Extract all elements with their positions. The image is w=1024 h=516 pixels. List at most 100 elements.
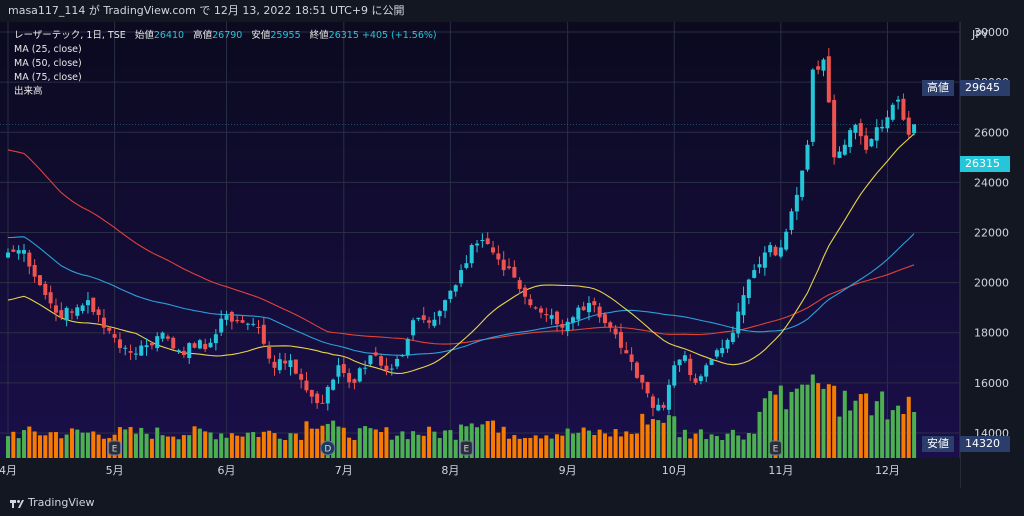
candle-body xyxy=(640,374,645,383)
candle-body xyxy=(570,317,575,323)
candle-body xyxy=(624,350,629,354)
candle-body xyxy=(181,350,186,356)
candle-body xyxy=(896,99,901,102)
volume-bar xyxy=(395,435,400,458)
symbol-line: レーザーテック, 1日, TSE 始値26410 高値26790 安値25955… xyxy=(14,29,437,43)
volume-bar xyxy=(794,388,799,458)
candle-body xyxy=(203,343,208,350)
volume-bar xyxy=(848,410,853,458)
candle-body xyxy=(912,124,917,134)
candle-body xyxy=(821,59,826,71)
candle-body xyxy=(491,247,496,253)
candle-body xyxy=(149,343,154,346)
volume-bar xyxy=(21,430,26,458)
volume-bar xyxy=(363,426,368,458)
y-tick-label: 30000 xyxy=(974,26,1009,39)
volume-bar xyxy=(101,438,106,458)
volume-bar xyxy=(341,427,346,458)
x-tick-label: 10月 xyxy=(662,464,687,477)
indicator-ma25[interactable]: MA (25, close) xyxy=(14,44,82,55)
candle-body xyxy=(608,322,613,328)
volume-bar xyxy=(533,435,538,458)
volume-bar xyxy=(416,434,421,458)
volume-bar xyxy=(581,427,586,458)
open-label: 始値 xyxy=(134,30,154,41)
x-tick-label: 5月 xyxy=(106,464,124,477)
candle-body xyxy=(661,404,666,408)
chart-canvas[interactable]: 1400016000180002000022000240002600028000… xyxy=(0,22,1024,488)
candle-body xyxy=(720,347,725,354)
volume-bar xyxy=(240,436,245,458)
candle-body xyxy=(21,250,26,254)
volume-bar xyxy=(725,433,730,458)
volume-bar xyxy=(379,432,384,458)
volume-bar xyxy=(837,416,842,458)
volume-bar xyxy=(11,431,16,458)
volume-bar xyxy=(512,435,517,458)
candle-body xyxy=(816,66,821,70)
candle-body xyxy=(352,379,357,383)
candle-body xyxy=(496,253,501,260)
candle-body xyxy=(309,390,314,397)
candle-body xyxy=(347,373,352,383)
volume-bar xyxy=(32,431,37,458)
volume-bar xyxy=(528,437,533,458)
volume-bar xyxy=(128,427,133,458)
volume-bar xyxy=(507,438,512,458)
candle-body xyxy=(197,340,202,349)
marker-letter: E xyxy=(773,445,779,455)
volume-bar xyxy=(251,432,256,458)
candle-body xyxy=(730,332,735,342)
volume-bar xyxy=(235,435,240,458)
candle-body xyxy=(261,324,266,344)
candle-body xyxy=(69,311,74,313)
volume-bar xyxy=(592,434,597,458)
volume-bar xyxy=(256,436,261,458)
candle-body xyxy=(453,285,458,292)
volume-bar xyxy=(64,434,69,458)
candle-body xyxy=(325,386,330,404)
chart-area[interactable]: 1400016000180002000022000240002600028000… xyxy=(0,22,1024,488)
candle-body xyxy=(101,317,106,328)
tradingview-logo[interactable]: TradingView xyxy=(10,496,94,509)
marker-letter: E xyxy=(464,445,470,455)
candle-body xyxy=(906,117,911,135)
volume-bar xyxy=(896,405,901,458)
volume-bar xyxy=(448,430,453,458)
candle-body xyxy=(539,308,543,313)
volume-bar xyxy=(736,435,741,458)
volume-bar xyxy=(560,435,565,458)
volume-bar xyxy=(677,437,682,458)
volume-bar xyxy=(176,439,181,458)
indicator-ma50[interactable]: MA (50, close) xyxy=(14,58,82,69)
indicator-ma75[interactable]: MA (75, close) xyxy=(14,72,82,83)
volume-bar xyxy=(267,430,272,458)
volume-bar xyxy=(85,432,90,458)
volume-bar xyxy=(597,429,602,458)
volume-bar xyxy=(741,439,746,458)
volume-bar xyxy=(405,439,410,458)
candle-body xyxy=(405,338,410,355)
candle-body xyxy=(6,252,10,258)
volume-bar xyxy=(432,431,437,458)
indicator-volume[interactable]: 出来高 xyxy=(14,86,43,97)
candle-body xyxy=(832,100,837,158)
candle-body xyxy=(762,252,767,268)
volume-bar xyxy=(517,438,522,458)
candle-body xyxy=(187,343,192,358)
volume-bar xyxy=(698,429,703,458)
candle-body xyxy=(560,324,565,328)
candle-body xyxy=(800,170,805,197)
candle-body xyxy=(411,320,416,336)
brand-name: TradingView xyxy=(28,496,95,509)
volume-bar xyxy=(373,429,378,458)
candle-body xyxy=(112,334,117,338)
candle-body xyxy=(752,270,757,278)
volume-bar xyxy=(496,432,501,458)
candle-body xyxy=(507,266,512,269)
symbol-name[interactable]: レーザーテック, 1日, TSE xyxy=(14,30,126,41)
candle-body xyxy=(581,306,586,311)
volume-bar xyxy=(746,433,751,458)
volume-bar xyxy=(261,431,266,458)
volume-bar xyxy=(443,430,448,458)
